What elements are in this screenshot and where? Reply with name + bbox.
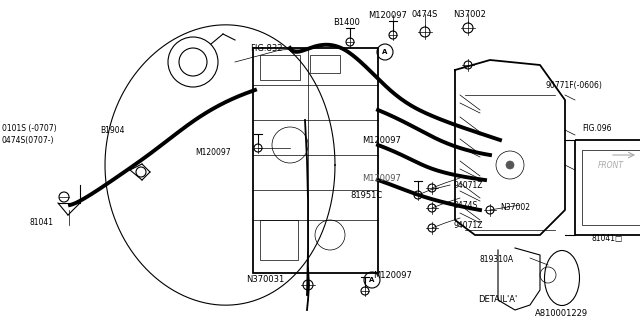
- Text: 81041□: 81041□: [592, 234, 623, 243]
- Text: FRONT: FRONT: [598, 161, 624, 170]
- Text: A: A: [369, 277, 374, 283]
- Text: FIG.832: FIG.832: [250, 44, 282, 52]
- Bar: [260, 220, 298, 260]
- Text: M120097: M120097: [368, 11, 407, 20]
- Text: 90771F(-0606): 90771F(-0606): [545, 81, 602, 90]
- Bar: [310, 55, 340, 73]
- Bar: [575, 140, 640, 235]
- Text: 81951C: 81951C: [350, 190, 382, 199]
- Text: 0474S: 0474S: [412, 10, 438, 19]
- Bar: [253, 48, 378, 273]
- Text: A810001229: A810001229: [535, 309, 588, 318]
- Text: 0474S: 0474S: [453, 201, 477, 210]
- Bar: [582, 150, 640, 225]
- Text: M120097: M120097: [195, 148, 230, 156]
- Text: N370031: N370031: [246, 276, 284, 284]
- Text: B1904: B1904: [100, 125, 125, 134]
- Text: M120097: M120097: [373, 270, 412, 279]
- Text: 81041: 81041: [30, 218, 54, 227]
- Text: B1400: B1400: [333, 18, 360, 27]
- Text: N37002: N37002: [500, 203, 530, 212]
- Bar: [260, 55, 300, 80]
- Text: 0474S(0707-): 0474S(0707-): [2, 135, 54, 145]
- Text: FIG.096: FIG.096: [582, 124, 611, 132]
- Text: M120097: M120097: [362, 173, 401, 182]
- Text: 0101S (-0707): 0101S (-0707): [2, 124, 56, 132]
- Text: DETAIL'A': DETAIL'A': [478, 295, 517, 305]
- Text: N37002: N37002: [453, 10, 486, 19]
- Text: M120097: M120097: [362, 135, 401, 145]
- Circle shape: [506, 161, 514, 169]
- Text: 94071Z: 94071Z: [453, 220, 483, 229]
- Text: A: A: [382, 49, 388, 55]
- Text: 819310A: 819310A: [480, 255, 514, 265]
- Text: 94071Z: 94071Z: [453, 180, 483, 189]
